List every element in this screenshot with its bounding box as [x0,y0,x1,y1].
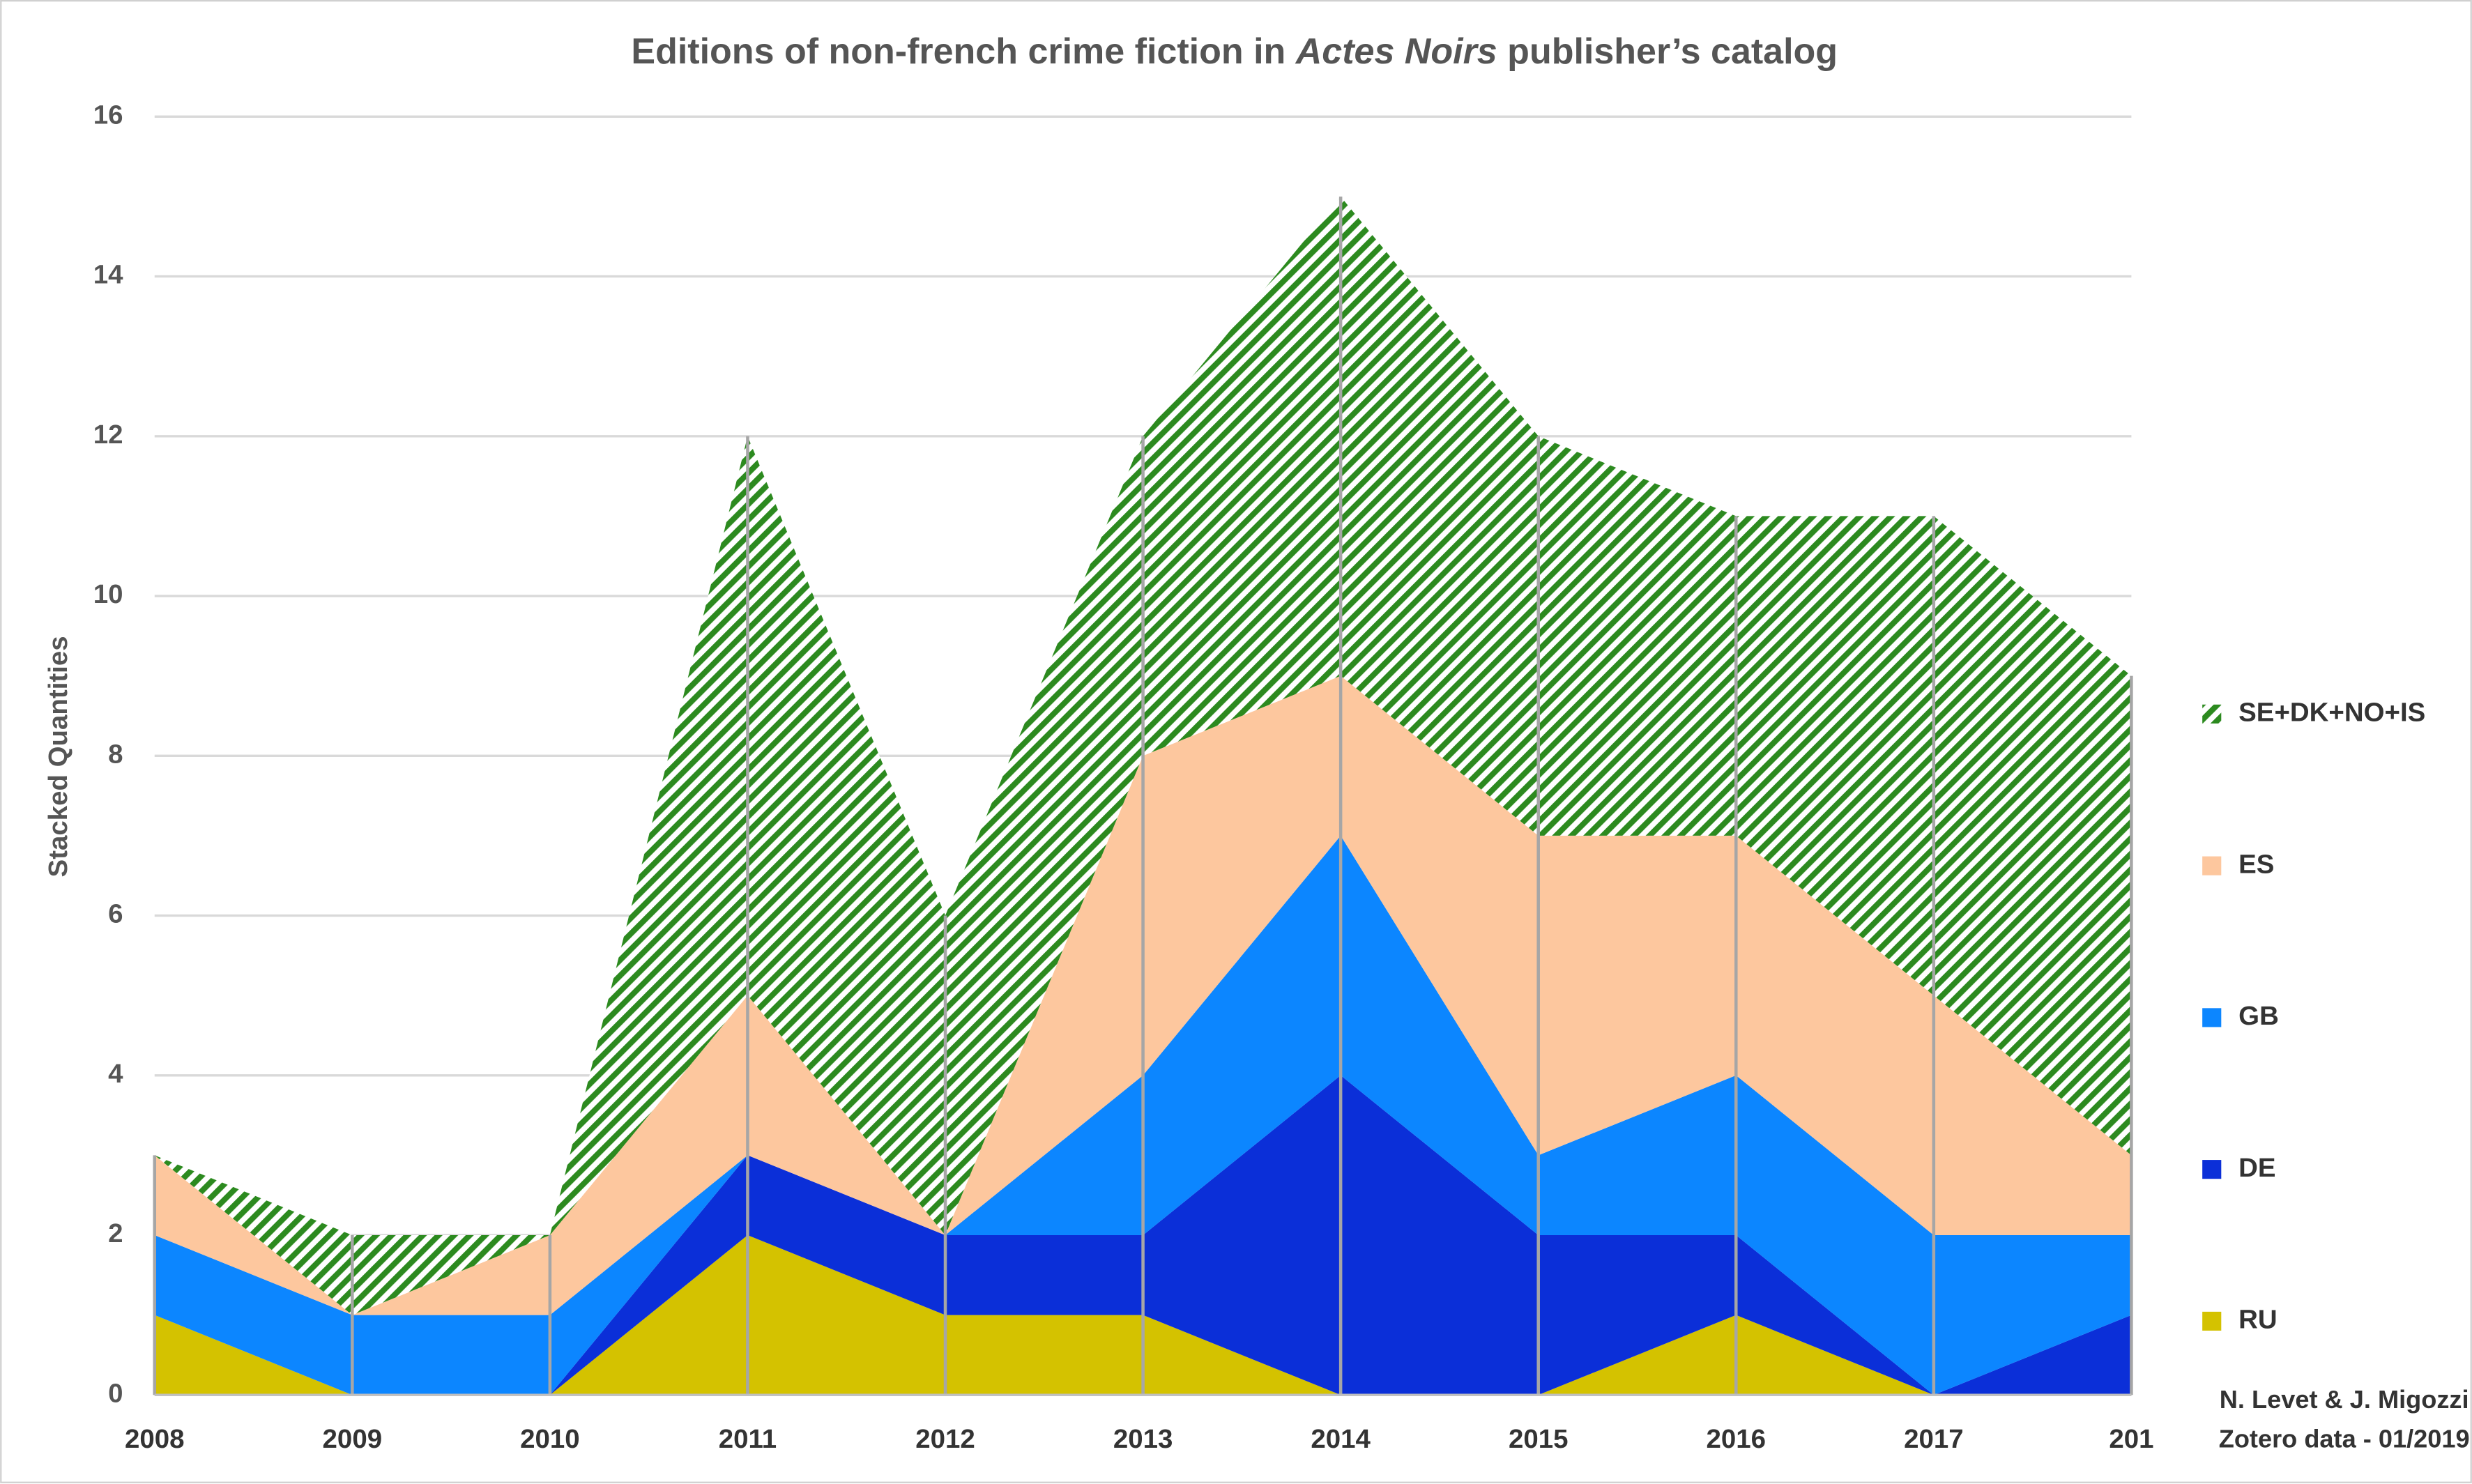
y-tick-label: 10 [93,579,123,609]
area [154,196,2132,1315]
y-tick-label: 6 [108,899,123,929]
legend-marker [2202,856,2222,875]
x-tick-label: 2016 [1707,1424,1767,1454]
legend-marker [2202,704,2222,724]
y-tick-label: 12 [93,420,123,450]
y-axis-title: Stacked Quantities [43,636,73,877]
x-tick-label: 2010 [520,1424,580,1454]
x-tick-label: 2017 [1904,1424,1964,1454]
y-tick-label: 4 [108,1059,123,1089]
title-part: Actes Noirs [1295,31,1497,72]
x-tick-label: 2014 [1311,1424,1371,1454]
legend-label: DE [2238,1153,2275,1183]
annotation: Zotero data - 01/2019 [2219,1424,2470,1453]
annotation: N. Levet & J. Migozzi [2220,1385,2469,1414]
x-tick-label: 2011 [719,1424,777,1454]
legend-label: GB [2238,1001,2279,1031]
x-tick-label: 2015 [1509,1424,1569,1454]
y-tick-label: 16 [93,100,123,130]
legend-label: ES [2238,849,2274,879]
y-tick-label: 0 [108,1378,123,1408]
x-tick-label: 201 [2109,1424,2153,1454]
x-tick-label: 2012 [915,1424,975,1454]
x-tick-label: 2013 [1113,1424,1173,1454]
y-tick-label: 8 [108,739,123,769]
legend-marker [2202,1311,2222,1331]
title-part: publisher’s catalog [1497,31,1838,72]
chart-title: Editions of non-french crime fiction in … [631,31,1838,72]
x-tick-label: 2009 [323,1424,383,1454]
title-part: Editions of non-french crime fiction in [631,31,1295,72]
legend-label: RU [2238,1305,2278,1335]
y-tick-label: 14 [93,260,123,290]
x-tick-label: 2008 [125,1424,185,1454]
legend-marker [2202,1008,2222,1027]
y-tick-label: 2 [108,1218,123,1248]
legend-marker [2202,1160,2222,1179]
legend-label: SE+DK+NO+IS [2238,698,2425,728]
